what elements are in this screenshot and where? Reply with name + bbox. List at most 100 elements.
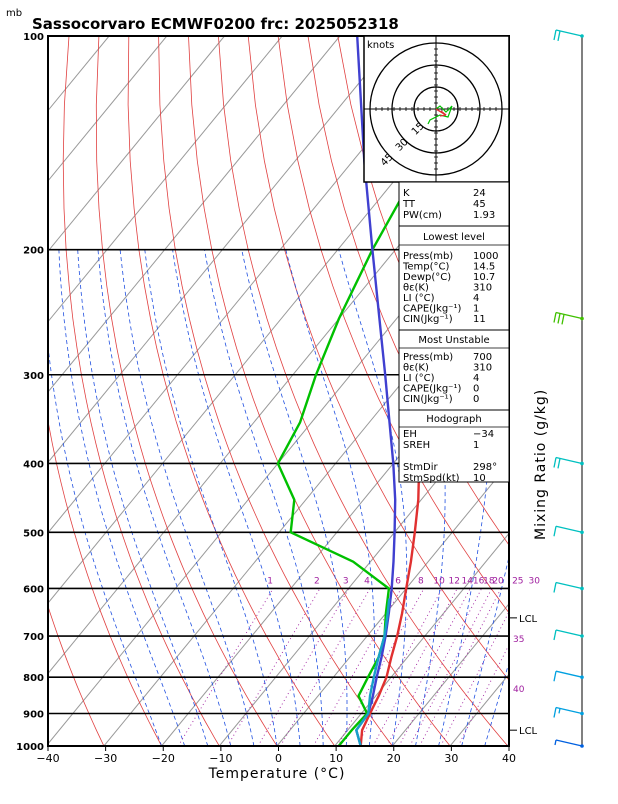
wind-barb-flag: [554, 313, 556, 323]
moist-adiabat: [120, 250, 254, 746]
moist-adiabat: [508, 250, 618, 746]
index-value: 10.7: [473, 272, 495, 283]
mixing-ratio-label: 10: [433, 576, 445, 586]
index-value: 700: [473, 352, 492, 363]
pressure-tick-label: 500: [23, 528, 44, 539]
index-value: 1: [473, 440, 479, 451]
index-label: CAPE(Jkg⁻¹): [403, 384, 461, 395]
index-label: PW(cm): [403, 210, 442, 221]
wind-barb-half: [555, 740, 556, 745]
index-value: −34: [473, 429, 494, 440]
temperature-tick-label: −30: [94, 752, 117, 765]
wind-barb-flag: [554, 708, 556, 718]
mixing-ratio-line: [281, 589, 371, 747]
moist-adiabat: [59, 250, 185, 746]
wind-barb-flag: [554, 671, 556, 681]
isotherm: [0, 36, 109, 746]
wind-barb-flag: [554, 582, 556, 592]
index-label: CIN(Jkg⁻¹): [403, 394, 453, 405]
pressure-tick-label: 600: [23, 584, 44, 595]
temperature-tick-label: 30: [444, 752, 458, 765]
index-value: 0: [473, 384, 479, 395]
pressure-tick-label: 700: [23, 632, 44, 643]
most-unstable-title: Most Unstable: [418, 335, 489, 346]
index-label: Press(mb): [403, 352, 453, 363]
mixing-ratio-label: 25: [512, 576, 523, 586]
temperature-tick-label: −10: [209, 752, 232, 765]
index-value: 45: [473, 199, 486, 210]
mixing-ratio-label: 3: [343, 576, 349, 586]
moist-adiabat: [339, 250, 407, 746]
index-value: 10: [473, 473, 486, 484]
index-value: 310: [473, 363, 492, 374]
mixing-ratio-edge-label: 40: [513, 685, 525, 695]
index-label: Press(mb): [403, 251, 453, 262]
index-value: 4: [473, 373, 479, 384]
temperature-tick-label: −20: [152, 752, 175, 765]
mixing-ratio-label: 6: [395, 576, 401, 586]
mixing-ratio-axis-label: Mixing Ratio (g/kg): [533, 389, 549, 540]
index-label: CIN(Jkg⁻¹): [403, 314, 453, 325]
isotherm: [566, 36, 618, 746]
index-value: 11: [473, 314, 486, 325]
mixing-ratio-edge-label: 35: [513, 635, 524, 645]
index-value: 24: [473, 188, 486, 199]
index-value: 14.5: [473, 262, 495, 273]
dry-adiabat: [0, 36, 104, 746]
index-label: StmDir: [403, 462, 438, 473]
index-label: Dewp(°C): [403, 272, 451, 283]
wind-barb-half: [559, 708, 560, 713]
mixing-ratio-line: [410, 589, 492, 747]
wind-barb-shaft: [556, 671, 582, 677]
lowest-level-title: Lowest level: [423, 232, 485, 243]
mixing-ratio-label: 12: [448, 576, 459, 586]
dry-adiabat: [96, 36, 277, 746]
index-label: SREH: [403, 440, 430, 451]
moist-adiabat: [41, 250, 162, 746]
mixing-ratio-line: [228, 589, 320, 747]
wind-barb-flag: [554, 30, 556, 40]
wind-barb-shaft: [556, 582, 582, 588]
wind-barb-flag: [554, 457, 556, 467]
lcl-label: LCL: [519, 614, 538, 625]
index-value: 310: [473, 283, 492, 294]
pressure-tick-label: 400: [23, 459, 44, 470]
hodograph-info-title: Hodograph: [426, 414, 481, 425]
wind-barb-shaft: [556, 740, 582, 746]
index-value: 298°: [473, 462, 497, 473]
mixing-ratio-label: 20: [492, 576, 504, 586]
chart-title: Sassocorvaro ECMWF0200 frc: 2025052318: [32, 15, 399, 33]
temperature-tick-label: 20: [387, 752, 401, 765]
dry-adiabat: [607, 36, 618, 746]
index-label: K: [403, 188, 410, 199]
mixing-ratio-label: 14: [461, 576, 473, 586]
index-label: CAPE(Jkg⁻¹): [403, 304, 461, 315]
x-axis-label: Temperature (°C): [208, 766, 346, 782]
mixing-ratio-label: 30: [529, 576, 541, 586]
index-label: θε(K): [403, 283, 429, 294]
pressure-tick-label: 200: [23, 246, 44, 257]
index-value: 4: [473, 293, 479, 304]
mixing-ratio-label: 4: [364, 576, 370, 586]
dry-adiabat: [159, 36, 393, 746]
wind-barb-flag: [562, 314, 564, 324]
temperature-tick-label: −40: [36, 752, 59, 765]
wind-barb-shaft: [556, 526, 582, 532]
mixing-ratio-label: 2: [314, 576, 320, 586]
thermo-background: [0, 36, 618, 746]
index-label: LI (°C): [403, 293, 435, 304]
dry-adiabat: [577, 36, 618, 746]
index-value: 1000: [473, 251, 498, 262]
wind-barb-flag: [554, 630, 556, 640]
wind-barb-flag: [554, 526, 556, 536]
pressure-tick-label: 900: [23, 710, 44, 721]
wind-barb-flag: [558, 458, 560, 468]
mixing-ratio-label: 1: [267, 576, 273, 586]
pressure-tick-label: 800: [23, 673, 44, 684]
index-label: θε(K): [403, 363, 429, 374]
index-label: Temp(°C): [402, 262, 450, 273]
